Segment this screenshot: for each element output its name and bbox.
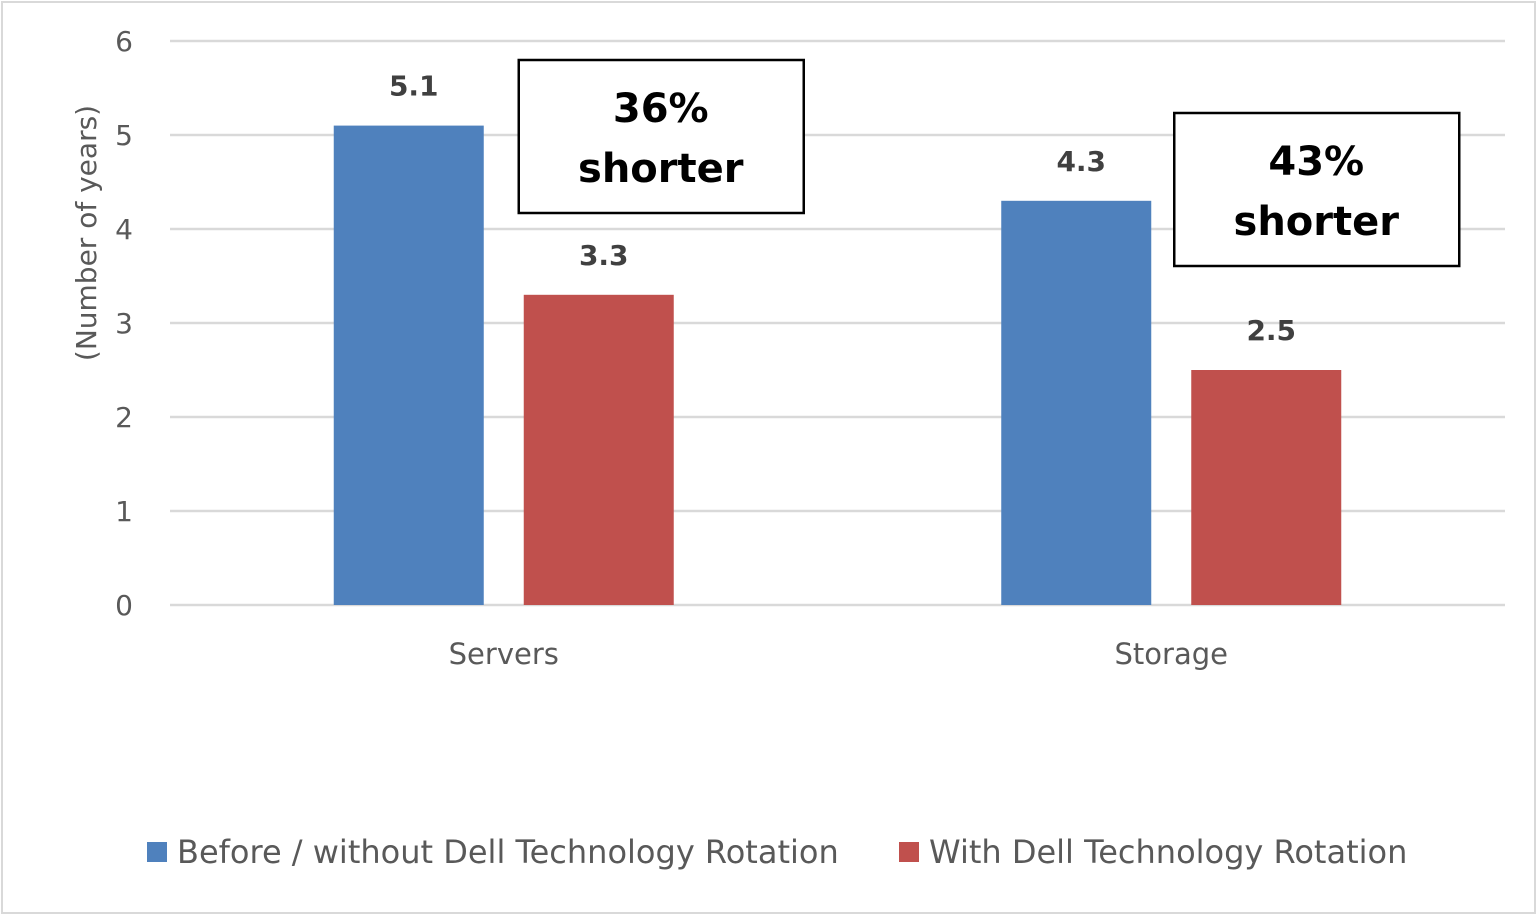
y-tick-label: 2 (115, 401, 133, 434)
legend-swatch (147, 842, 167, 862)
y-tick-label: 5 (115, 119, 133, 152)
annotation-text: 36% (613, 86, 709, 132)
annotation-text: shorter (578, 146, 744, 192)
legend-swatch (899, 842, 919, 862)
y-tick-label: 6 (115, 25, 133, 58)
y-tick-label: 1 (115, 495, 133, 528)
data-label: 5.1 (389, 70, 439, 103)
annotation-box (1173, 111, 1461, 268)
legend-label: With Dell Technology Rotation (929, 833, 1407, 871)
data-label: 4.3 (1056, 145, 1106, 178)
category-label: Servers (449, 637, 559, 671)
y-tick-label: 3 (115, 307, 133, 340)
category-label: Storage (1115, 637, 1228, 671)
annotation-text: shorter (1234, 199, 1400, 245)
y-axis-label: (Number of years) (70, 105, 103, 361)
y-tick-label: 4 (115, 213, 133, 246)
annotation-text: 43% (1268, 139, 1364, 185)
bar (523, 294, 674, 605)
bar (1191, 370, 1342, 605)
annotation-box (517, 58, 805, 215)
legend-label: Before / without Dell Technology Rotatio… (177, 833, 839, 871)
y-tick-label: 0 (115, 589, 133, 622)
bar (1001, 200, 1152, 606)
bar (333, 125, 484, 605)
data-label: 2.5 (1246, 314, 1296, 347)
data-label: 3.3 (579, 239, 629, 272)
